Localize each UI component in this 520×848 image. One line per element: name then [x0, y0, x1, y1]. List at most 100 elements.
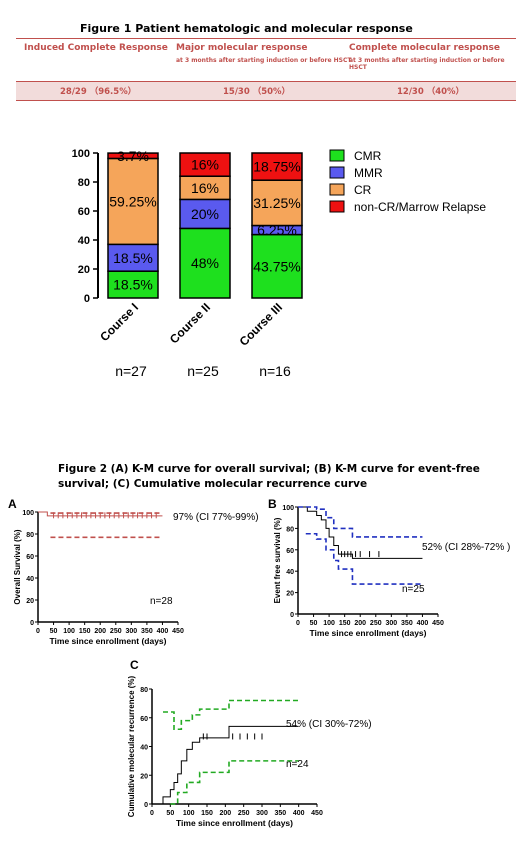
- y-tick-label: 0: [144, 802, 148, 809]
- value-complete-molecular: 12/30 （40%）: [397, 87, 465, 97]
- x-tick-label: 150: [201, 810, 213, 817]
- y-tick-label: 100: [282, 505, 294, 512]
- x-tick-label: Course III: [237, 300, 286, 349]
- table-top-rule: [16, 38, 516, 39]
- x-tick-label: 400: [417, 620, 429, 627]
- panel-label: C: [130, 658, 139, 672]
- n-label: n=28: [150, 596, 173, 607]
- data-label: 48%: [191, 255, 219, 271]
- x-axis-label: Time since enrollment (days): [176, 818, 293, 828]
- y-tick-label: 0: [84, 293, 90, 305]
- table-col-3: Complete molecular response at 3 months …: [349, 43, 516, 71]
- x-tick-label: 100: [183, 810, 195, 817]
- panel-label: B: [268, 497, 277, 511]
- y-tick-label: 20: [26, 598, 34, 605]
- bar-segment: [179, 152, 231, 177]
- y-tick-label: 60: [78, 206, 90, 218]
- legend-label: non-CR/Marrow Relapse: [354, 200, 486, 214]
- n-label: n=16: [259, 363, 291, 379]
- x-tick-label: 350: [401, 620, 413, 627]
- legend-swatch: [329, 149, 345, 162]
- table-value-row: 28/29 （96.5%） 15/30 （50%） 12/30 （40%）: [16, 81, 516, 101]
- n-label: n=25: [187, 363, 219, 379]
- y-tick-label: 60: [26, 554, 34, 561]
- y-tick-label: 80: [140, 687, 148, 694]
- ci-annotation: 54% (CI 30%-72%): [286, 719, 372, 730]
- x-tick-label: 400: [157, 628, 169, 635]
- x-axis-label: Time since enrollment (days): [310, 628, 427, 638]
- ci-band-line: [170, 760, 299, 805]
- x-tick-label: 200: [94, 628, 106, 635]
- x-axis-label: Time since enrollment (days): [50, 636, 167, 646]
- bar-segment: [251, 233, 303, 299]
- bar-segment: [251, 179, 303, 227]
- figure1-title: Figure 1 Patient hematologic and molecul…: [80, 22, 413, 35]
- y-tick-label: 20: [140, 773, 148, 780]
- x-tick-label: Course I: [97, 300, 141, 344]
- x-tick-label: Course II: [167, 300, 213, 346]
- panel-label: A: [8, 497, 17, 511]
- table-header-row: Induced Complete Response Major molecula…: [16, 39, 516, 75]
- x-tick-label: 400: [293, 810, 305, 817]
- figure2-title: Figure 2 (A) K-M curve for overall survi…: [58, 463, 480, 490]
- ci-annotation: 52% (CI 28%-72% ): [422, 542, 510, 553]
- x-tick-label: 0: [296, 620, 300, 627]
- table-col-2: Major molecular response at 3 months aft…: [176, 43, 351, 64]
- x-tick-label: 50: [310, 620, 318, 627]
- table-col-1: Induced Complete Response: [24, 43, 168, 53]
- n-label: n=27: [115, 363, 147, 379]
- x-tick-label: 100: [323, 620, 335, 627]
- y-tick-label: 20: [78, 264, 90, 276]
- y-tick-label: 100: [72, 148, 90, 160]
- response-table: Induced Complete Response Major molecula…: [16, 38, 516, 101]
- data-label: 43.75%: [253, 258, 300, 274]
- x-tick-label: 300: [385, 620, 397, 627]
- x-tick-label: 0: [36, 628, 40, 635]
- x-tick-label: 350: [274, 810, 286, 817]
- value-major-molecular: 15/30 （50%）: [223, 87, 291, 97]
- y-tick-label: 80: [78, 177, 90, 189]
- bar-segment: [251, 152, 303, 181]
- x-tick-label: 450: [311, 810, 323, 817]
- x-tick-label: 200: [354, 620, 366, 627]
- ci-band-line: [163, 699, 299, 731]
- x-tick-label: 250: [110, 628, 122, 635]
- col-subheader-major-molecular: at 3 months after starting induction or …: [176, 57, 352, 64]
- data-label: 18.5%: [113, 277, 153, 293]
- legend-label: CR: [354, 183, 372, 197]
- y-tick-label: 40: [140, 745, 148, 752]
- n-label: n=24: [286, 759, 309, 770]
- y-tick-label: 100: [22, 510, 34, 517]
- x-tick-label: 250: [238, 810, 250, 817]
- stacked-bar-chart: 0 20 40 60 80 100 18.5% 18.5% 59.25% 3.7% Course I…: [72, 148, 487, 379]
- km-curve: [298, 506, 423, 559]
- col-subheader-complete-molecular: at 3 months after starting induction or …: [349, 57, 505, 71]
- x-tick-label: 300: [256, 810, 268, 817]
- bar-segment: [107, 152, 159, 160]
- bar-segment: [107, 157, 159, 246]
- data-label: 18.5%: [113, 250, 153, 266]
- col-header-complete-response: Induced Complete Response: [24, 43, 168, 53]
- x-tick-label: 200: [219, 810, 231, 817]
- data-label: 18.75%: [253, 159, 300, 175]
- data-label: 59.25%: [109, 193, 156, 209]
- ci-band-line: [305, 532, 423, 585]
- legend-label: MMR: [354, 166, 383, 180]
- y-tick-label: 40: [78, 235, 90, 247]
- x-tick-label: 0: [150, 810, 154, 817]
- y-tick-label: 0: [290, 612, 294, 619]
- col-header-complete-molecular: Complete molecular response: [349, 43, 500, 53]
- ci-annotation: 97% (CI 77%-99%): [173, 512, 259, 523]
- x-tick-label: 450: [432, 620, 444, 627]
- y-axis-label: Cumulative molecular recurrence (%): [127, 675, 136, 817]
- bar-segment: [107, 243, 159, 272]
- y-tick-label: 80: [26, 532, 34, 539]
- value-complete-response: 28/29 （96.5%）: [60, 87, 137, 97]
- y-tick-label: 40: [286, 569, 294, 576]
- cumulative-recurrence-chart: C 0 20 40 60 80 0 50 100 150 200 250 300 350 400 450 Tim…: [127, 658, 372, 828]
- y-axis-label: Event free survival (%): [273, 517, 282, 603]
- x-tick-label: 150: [79, 628, 91, 635]
- y-tick-label: 80: [286, 526, 294, 533]
